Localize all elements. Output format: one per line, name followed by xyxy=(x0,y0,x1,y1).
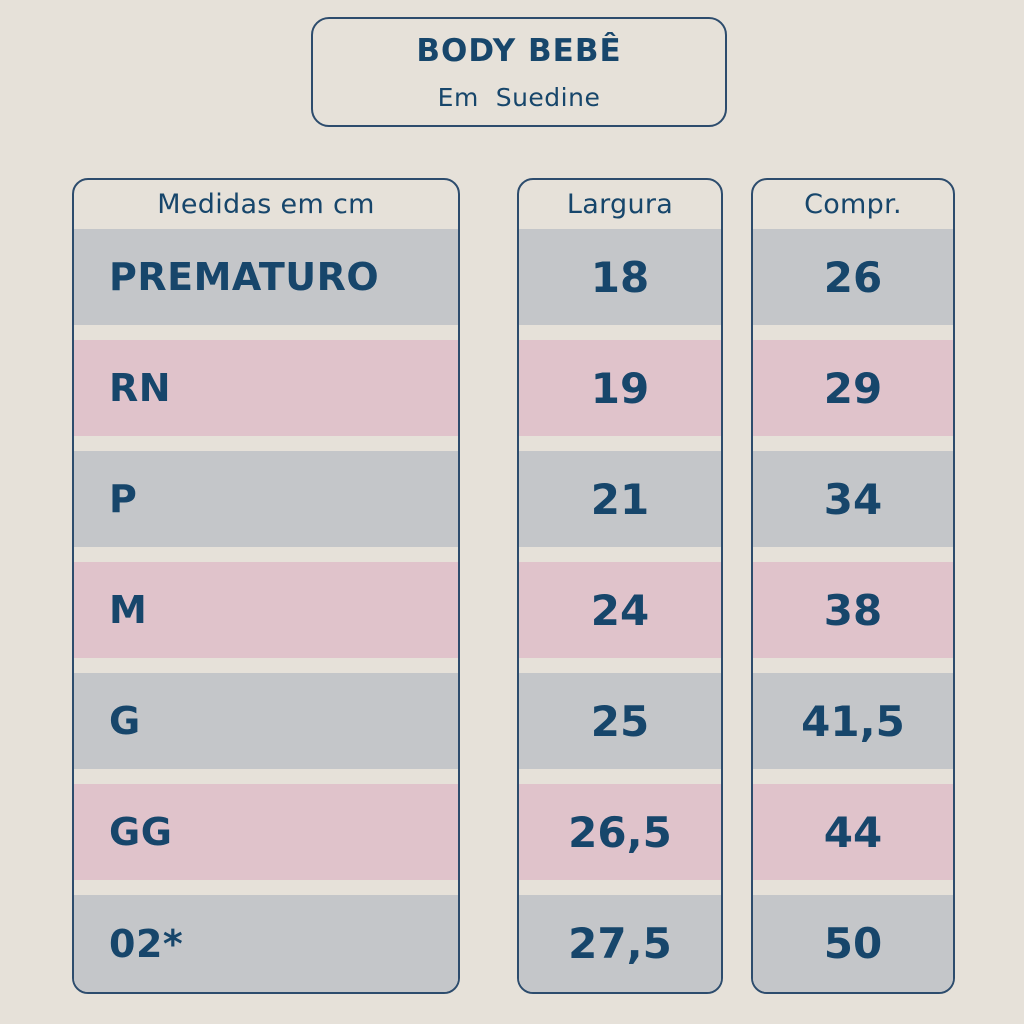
page-title: BODY BEBÊ xyxy=(416,32,622,69)
size-row-02: 02* xyxy=(74,895,458,992)
length-value-g: 41,5 xyxy=(753,673,953,769)
width-value-g: 25 xyxy=(519,673,721,769)
size-row-gg: GG xyxy=(74,784,458,880)
length-value-prematuro: 26 xyxy=(753,229,953,325)
length-value-p: 34 xyxy=(753,451,953,547)
size-row-prematuro: PREMATURO xyxy=(74,229,458,325)
size-row-rn: RN xyxy=(74,340,458,436)
length-column-header: Compr. xyxy=(804,189,902,220)
length-value-gg: 44 xyxy=(753,784,953,880)
size-row-p: P xyxy=(74,451,458,547)
length-value-02: 50 xyxy=(753,895,953,992)
page-subtitle: Em Suedine xyxy=(437,82,601,112)
title-box: BODY BEBÊ Em Suedine xyxy=(311,17,727,127)
size-row-g: G xyxy=(74,673,458,769)
width-column-header: Largura xyxy=(566,189,674,220)
width-value-gg: 26,5 xyxy=(519,784,721,880)
length-value-m: 38 xyxy=(753,562,953,658)
width-value-m: 24 xyxy=(519,562,721,658)
width-value-02: 27,5 xyxy=(519,895,721,992)
width-column: Largura 18 19 21 24 25 26,5 27,5 xyxy=(517,178,723,994)
size-row-m: M xyxy=(74,562,458,658)
length-value-rn: 29 xyxy=(753,340,953,436)
width-value-rn: 19 xyxy=(519,340,721,436)
width-value-prematuro: 18 xyxy=(519,229,721,325)
sizes-column: Medidas em cm PREMATURO RN P M G GG 02* xyxy=(72,178,460,994)
sizes-column-header: Medidas em cm xyxy=(157,189,375,220)
length-column: Compr. 26 29 34 38 41,5 44 50 xyxy=(751,178,955,994)
width-value-p: 21 xyxy=(519,451,721,547)
